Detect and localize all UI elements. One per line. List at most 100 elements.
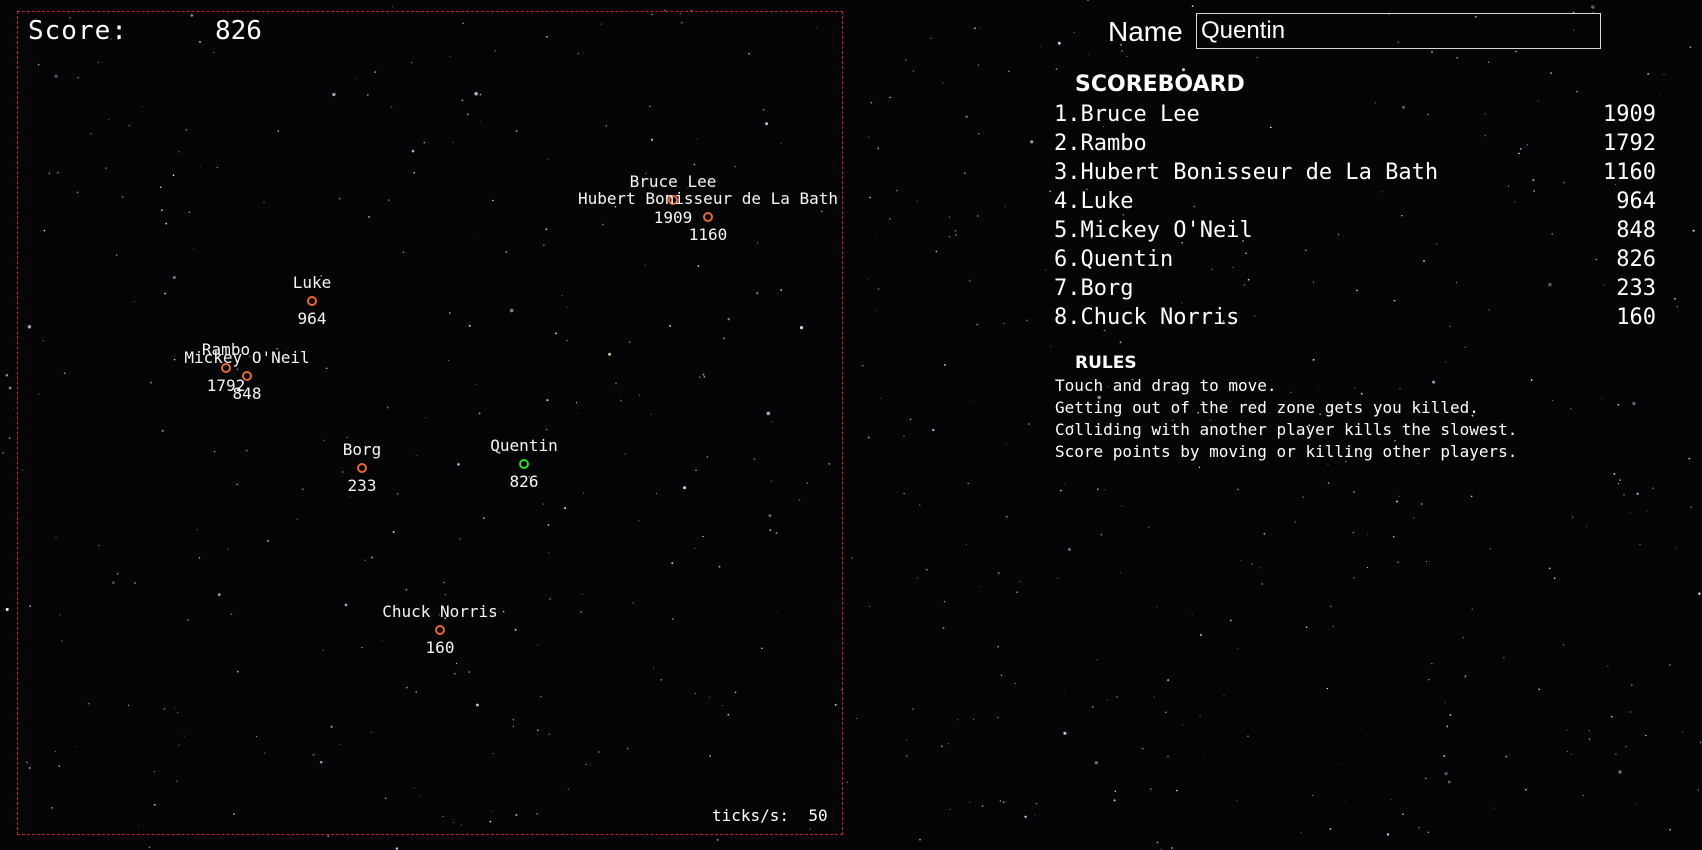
star: [645, 172, 647, 175]
star: [1116, 696, 1118, 698]
star: [1067, 547, 1071, 552]
star: [1060, 489, 1062, 492]
star: [98, 544, 100, 547]
star: [912, 708, 914, 711]
star: [694, 547, 696, 550]
star: [1607, 665, 1609, 667]
star: [1353, 491, 1355, 493]
star: [1464, 346, 1467, 349]
star: [943, 600, 946, 603]
star: [1532, 179, 1535, 182]
ticks-value: 50: [808, 806, 828, 825]
scoreboard-row: 4.Luke 964: [1054, 187, 1656, 216]
star: [1562, 644, 1565, 646]
star: [626, 747, 629, 750]
star: [581, 593, 583, 595]
player-name: Quentin: [490, 436, 558, 455]
player-name: Luke: [292, 273, 332, 292]
star: [867, 278, 869, 280]
star: [997, 645, 999, 648]
star: [1613, 472, 1616, 475]
player-score: 964: [297, 309, 327, 328]
star: [515, 814, 518, 816]
star: [919, 504, 921, 506]
star: [1056, 577, 1059, 580]
star: [1063, 693, 1065, 695]
star: [1390, 799, 1392, 801]
star: [1176, 789, 1178, 792]
star: [384, 797, 387, 800]
ticks-per-second: ticks/s: 50: [712, 806, 828, 825]
star: [1329, 828, 1332, 831]
star: [344, 603, 348, 607]
star: [1312, 794, 1314, 796]
star: [877, 147, 880, 150]
star: [821, 210, 823, 212]
star: [905, 59, 907, 61]
star: [1135, 112, 1136, 114]
star: [775, 532, 778, 535]
star: [1302, 496, 1305, 499]
star: [1682, 731, 1684, 733]
star: [545, 35, 548, 38]
star: [566, 340, 568, 342]
star: [957, 719, 959, 721]
star: [479, 93, 482, 96]
star: [947, 743, 949, 745]
star: [1625, 746, 1627, 748]
scoreboard-player-score: 964: [1616, 189, 1656, 214]
red-zone-boundary[interactable]: [17, 11, 843, 835]
star: [414, 787, 416, 789]
star: [1156, 606, 1158, 608]
star: [1312, 358, 1315, 361]
star: [917, 577, 919, 579]
star: [1259, 567, 1261, 569]
star: [955, 234, 957, 236]
star: [1002, 801, 1005, 803]
star: [718, 565, 721, 568]
star: [1515, 50, 1517, 53]
star: [1120, 572, 1122, 574]
star: [69, 78, 70, 80]
star: [1487, 61, 1490, 64]
star: [1431, 51, 1433, 53]
star: [5, 374, 9, 377]
star: [153, 803, 156, 806]
star: [1401, 105, 1406, 109]
star: [651, 13, 654, 16]
star: [442, 815, 444, 817]
star: [1114, 790, 1117, 793]
scoreboard-row: 2.Rambo 1792: [1054, 129, 1656, 158]
star: [925, 568, 928, 571]
name-input[interactable]: [1196, 13, 1601, 49]
star: [51, 807, 53, 809]
star: [374, 71, 377, 74]
star: [230, 613, 233, 615]
star: [1194, 83, 1196, 85]
star: [320, 274, 323, 277]
star: [1181, 302, 1183, 304]
star: [1570, 408, 1572, 410]
star: [1073, 31, 1075, 33]
rules-line: Getting out of the red zone gets you kil…: [1055, 398, 1479, 417]
star: [263, 201, 265, 203]
scoreboard-player-score: 233: [1616, 276, 1656, 301]
star: [1629, 512, 1632, 514]
player-dot-self[interactable]: [519, 459, 529, 469]
star: [76, 191, 79, 194]
star: [346, 436, 348, 439]
star: [255, 735, 258, 738]
star: [29, 605, 32, 607]
star: [117, 573, 119, 575]
star: [199, 41, 201, 43]
star: [1493, 807, 1495, 809]
star: [1094, 761, 1098, 765]
star: [1086, 188, 1088, 191]
star: [411, 149, 415, 153]
star: [121, 196, 124, 198]
star: [650, 413, 652, 415]
star: [1028, 423, 1030, 425]
star: [1290, 391, 1292, 393]
star: [748, 52, 750, 55]
star: [1236, 800, 1238, 802]
